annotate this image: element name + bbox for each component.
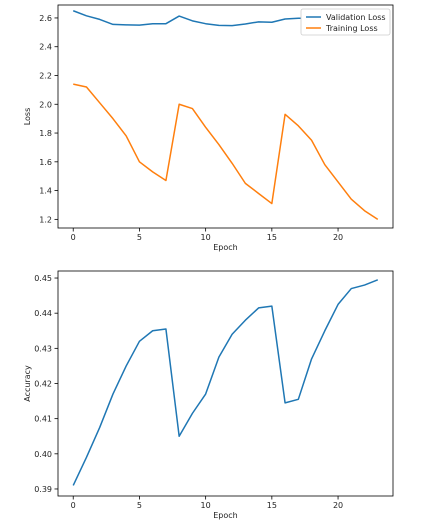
x-tick-label: 15	[267, 501, 277, 510]
y-tick-label: 2.0	[39, 100, 52, 109]
y-axis-label: Accuracy	[23, 365, 32, 402]
y-tick-label: 1.6	[39, 158, 52, 167]
chart-panel-1: 0 5 10 15 20 1.2 1.4 1.6 1.8 2.0 2.2 2.4 2.6 Epoch Los…	[23, 4, 394, 252]
x-tick-label: 20	[333, 501, 343, 510]
legend: Validation Loss Training Loss	[300, 8, 391, 36]
y-tick-label: 2.2	[39, 71, 52, 80]
y-tick-label: 0.40	[34, 450, 52, 459]
y-tick-label: 0.39	[34, 485, 52, 494]
y-tick-label: 2.6	[39, 14, 52, 23]
x-tick-label: 0	[71, 501, 76, 510]
x-tick-label: 20	[333, 233, 343, 242]
y-tick-label: 0.44	[34, 309, 52, 318]
x-axis-label: Epoch	[213, 243, 238, 252]
x-tick-label: 5	[137, 501, 142, 510]
y-tick-label: 1.4	[39, 187, 52, 196]
series-line-training-loss	[73, 83, 379, 220]
chart-panel-2: 0 5 10 15 20 0.39 0.40 0.41 0.42 0.43 0.44 0.45 Epoc…	[23, 270, 394, 520]
legend-label-training-loss: Training Loss	[325, 24, 378, 33]
y-tick-label: 1.8	[39, 129, 52, 138]
y-tick-label: 0.43	[34, 344, 52, 353]
y-axis-label: Loss	[23, 108, 32, 126]
x-axis-label: Epoch	[213, 511, 238, 520]
y-tick-label: 0.45	[34, 274, 52, 283]
x-tick-label: 0	[71, 233, 76, 242]
x-tick-label: 10	[201, 501, 211, 510]
plot-frame	[57, 4, 394, 229]
x-tick-label: 10	[201, 233, 211, 242]
series-line-accuracy	[72, 279, 379, 486]
y-tick-label: 0.42	[34, 380, 52, 389]
x-tick-label: 15	[267, 233, 277, 242]
plot-frame	[57, 270, 394, 497]
legend-label-validation-loss: Validation Loss	[326, 13, 386, 22]
y-tick-label: 1.2	[39, 215, 52, 224]
legend-box	[300, 8, 391, 36]
y-tick-label: 0.41	[34, 415, 52, 424]
y-tick-label: 2.4	[39, 43, 52, 52]
x-tick-label: 5	[137, 233, 142, 242]
